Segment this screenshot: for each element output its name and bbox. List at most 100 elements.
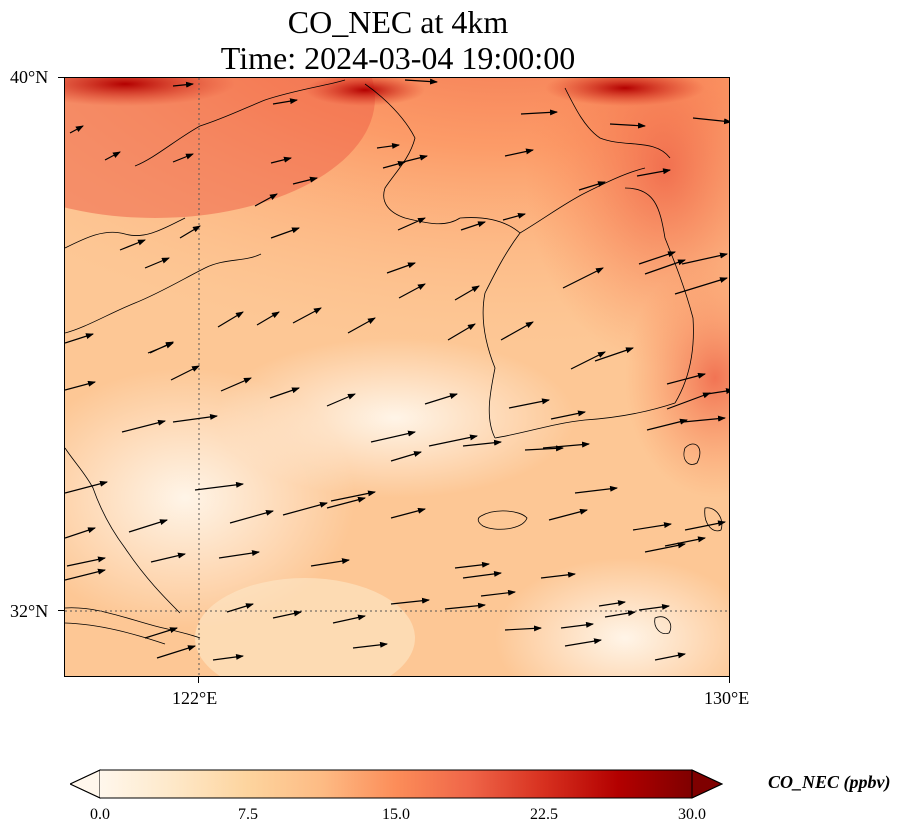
wind-arrow [632, 522, 672, 531]
wind-arrow [256, 311, 280, 326]
wind-arrow [540, 571, 576, 579]
wind-arrow [119, 239, 146, 251]
wind-arrow [282, 501, 328, 516]
y-tick-mark-40 [58, 77, 64, 78]
wind-arrow [272, 98, 298, 105]
colorbar-tick-label-15: 15.0 [382, 806, 410, 823]
wind-arrow [428, 434, 478, 447]
wind-arrow [682, 415, 726, 423]
coastline-liaodong [134, 79, 346, 167]
yangtze-estuary [65, 607, 201, 639]
wind-arrow [424, 393, 458, 405]
wind-arrow [638, 603, 670, 611]
wind-arrow [220, 377, 252, 392]
coastline-north-korea-top [564, 87, 671, 159]
gridlines [65, 78, 729, 676]
wind-arrow [326, 393, 356, 407]
wind-arrow [404, 78, 438, 85]
wind-arrow [562, 267, 604, 289]
coastline-korea-south [494, 402, 676, 439]
y-tick-label-40n: 40°N [10, 67, 49, 87]
wind-arrow [638, 251, 676, 265]
wind-arrow [66, 556, 106, 567]
wind-arrow [604, 610, 636, 618]
wind-arrow [65, 568, 106, 581]
wind-arrow [454, 561, 490, 569]
wind-arrow [310, 558, 350, 567]
wind-arrow [121, 419, 166, 433]
wind-arrow [226, 603, 254, 613]
concentration-field [65, 78, 729, 676]
wind-arrow [269, 387, 300, 399]
wind-arrow [692, 117, 729, 125]
wind-arrow [520, 109, 558, 116]
coastlines [65, 79, 723, 645]
colorbar-tick-label-0: 0.0 [90, 806, 110, 823]
wind-arrow [217, 311, 244, 328]
wind-arrow [462, 570, 502, 579]
wind-arrow [508, 398, 550, 409]
map-panel[interactable] [64, 77, 730, 677]
wind-arrow [460, 221, 486, 231]
wind-arrow [156, 645, 196, 659]
wind-arrow [332, 614, 366, 624]
colorbar-label: CO_NEC (ppbv) [768, 772, 891, 792]
wind-arrow [664, 536, 706, 547]
wind-arrow [390, 597, 430, 605]
wind-arrow [179, 225, 201, 239]
wind-arrow [229, 509, 274, 524]
wind-arrow [144, 627, 178, 639]
colorbar-outline [68, 769, 724, 799]
wind-arrow [454, 285, 480, 301]
wind-arrow [681, 252, 728, 265]
yangtze-bank [65, 622, 166, 645]
wind-arrow [398, 283, 426, 299]
x-tick-mark-130 [729, 677, 730, 683]
wind-arrow [144, 257, 170, 269]
wind-arrow [390, 507, 426, 519]
wind-arrow [65, 380, 96, 391]
coastline-korea-east [624, 187, 694, 404]
wind-arrow [674, 277, 728, 295]
map-canvas[interactable] [65, 78, 730, 677]
map-title-line2: Time: 2024-03-04 19:00:00 [220, 40, 576, 76]
wind-arrow [172, 413, 218, 423]
wind-arrow [644, 542, 686, 553]
wind-arrow [326, 496, 366, 509]
wind-arrow [172, 81, 194, 88]
colorbar-extend-min [68, 769, 101, 799]
colorbar-gradient [100, 770, 692, 798]
wind-arrow [480, 589, 516, 597]
wind-arrow [636, 168, 671, 177]
x-tick-label-122e: 122°E [172, 688, 218, 708]
wind-arrow [594, 347, 634, 362]
wind-arrow [370, 430, 416, 443]
wind-arrow [272, 610, 302, 619]
coastline-shandong [65, 253, 262, 334]
wind-arrow [149, 341, 174, 354]
wind-arrow [65, 333, 94, 344]
wind-arrow [684, 520, 726, 531]
wind-arrow [578, 181, 606, 191]
wind-arrow [65, 527, 96, 539]
wind-arrow [644, 259, 686, 275]
colorbar [68, 768, 726, 800]
wind-arrow [564, 638, 602, 647]
wind-arrow [560, 621, 594, 629]
coastline-shandong-north [65, 217, 186, 249]
colorbar-tick-label-7-5: 7.5 [238, 806, 258, 823]
wind-arrow [402, 154, 428, 163]
wind-arrow [706, 388, 729, 395]
wind-arrow [444, 602, 486, 610]
wind-arrow [574, 485, 618, 494]
wind-arrow [172, 153, 194, 163]
wind-arrow [390, 451, 422, 462]
wind-arrow [218, 550, 260, 559]
wind-arrow [550, 410, 586, 420]
wind-arrow [128, 519, 168, 533]
wind-arrow [65, 480, 108, 494]
wind-arrow [542, 441, 590, 449]
wind-arrow [330, 490, 376, 502]
wind-arrow [270, 227, 300, 239]
wind-arrow [104, 151, 121, 161]
